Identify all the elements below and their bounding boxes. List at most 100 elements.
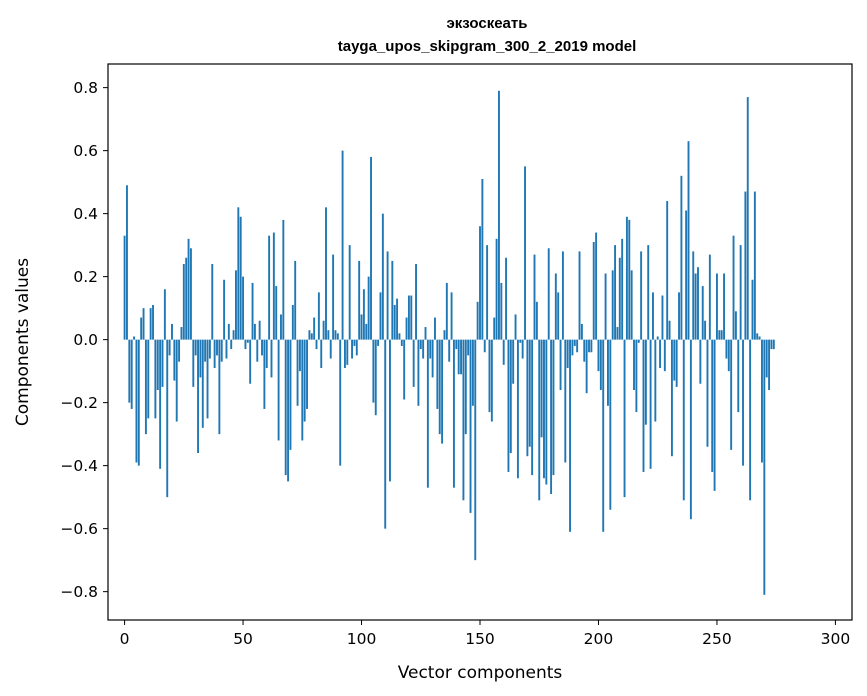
bar-24 — [180, 327, 183, 340]
bar-30 — [194, 339, 197, 356]
bar-64 — [275, 286, 278, 340]
bar-238 — [687, 141, 690, 340]
bar-109 — [381, 213, 384, 340]
bar-112 — [389, 339, 391, 482]
bar-18 — [166, 339, 169, 498]
bar-116 — [398, 333, 401, 340]
bar-261 — [742, 339, 744, 466]
bar-143 — [462, 339, 465, 501]
bar-242 — [697, 267, 699, 340]
bar-25 — [182, 264, 185, 340]
bar-61 — [268, 235, 271, 340]
bar-227 — [661, 295, 664, 340]
bar-179 — [547, 248, 550, 340]
bar-110 — [384, 339, 387, 529]
bar-101 — [362, 289, 365, 340]
bar-220 — [644, 339, 647, 425]
bar-200 — [597, 339, 600, 372]
bar-68 — [284, 339, 287, 476]
bar-190 — [573, 339, 576, 346]
bar-185 — [561, 251, 564, 340]
bar-121 — [410, 295, 413, 340]
bar-168 — [521, 339, 524, 359]
bar-266 — [753, 191, 756, 340]
y-tick-label: 0.6 — [73, 142, 98, 160]
bar-258 — [734, 311, 737, 340]
bar-15 — [159, 339, 162, 469]
bar-36 — [208, 339, 211, 359]
bar-130 — [431, 339, 434, 378]
bar-201 — [599, 339, 602, 391]
bar-237 — [685, 210, 688, 340]
x-tick-label: 100 — [347, 630, 377, 648]
bar-187 — [566, 339, 569, 368]
bar-139 — [452, 339, 455, 488]
bar-178 — [545, 339, 548, 485]
y-tick-label: 0.4 — [73, 205, 98, 223]
bar-76 — [303, 339, 306, 422]
bar-53 — [249, 339, 252, 384]
bar-212 — [625, 216, 628, 340]
bar-207 — [614, 245, 617, 340]
bar-51 — [244, 339, 247, 350]
bar-231 — [670, 339, 673, 457]
bar-104 — [370, 156, 372, 340]
bar-106 — [374, 339, 377, 416]
bar-147 — [471, 339, 474, 406]
bar-81 — [315, 339, 318, 350]
bar-22 — [175, 339, 178, 422]
bar-221 — [647, 245, 650, 340]
y-tick-label: 0.8 — [73, 79, 98, 97]
bar-74 — [298, 339, 301, 372]
bar-157 — [495, 238, 498, 340]
bar-204 — [607, 339, 609, 406]
bar-9 — [144, 339, 147, 435]
bar-145 — [467, 339, 470, 356]
bar-149 — [476, 301, 479, 340]
bar-111 — [386, 251, 389, 340]
bar-176 — [540, 339, 543, 438]
bar-240 — [692, 251, 695, 340]
x-tick-label: 200 — [584, 630, 614, 648]
bar-222 — [649, 339, 652, 469]
bar-180 — [550, 339, 553, 494]
bar-108 — [379, 292, 382, 340]
bar-13 — [154, 339, 157, 419]
bar-203 — [604, 273, 607, 340]
bar-40 — [218, 339, 221, 435]
bar-156 — [493, 317, 496, 340]
bar-99 — [358, 260, 361, 340]
bar-85 — [325, 207, 327, 340]
bar-65 — [277, 339, 280, 441]
bar-224 — [654, 339, 657, 422]
bar-205 — [609, 339, 612, 510]
bar-262 — [744, 191, 747, 340]
bar-209 — [618, 257, 621, 340]
bar-42 — [223, 279, 226, 340]
bar-270 — [763, 339, 766, 595]
chart-title: экзоскеать — [447, 15, 528, 32]
bar-89 — [334, 330, 337, 340]
bar-56 — [256, 339, 259, 362]
bar-148 — [474, 339, 477, 561]
bar-273 — [770, 339, 773, 350]
bar-211 — [623, 339, 626, 498]
bar-214 — [630, 270, 633, 340]
bar-117 — [400, 339, 403, 346]
plot-frame — [107, 63, 853, 621]
bar-67 — [282, 219, 285, 340]
bar-193 — [580, 323, 583, 340]
bar-79 — [310, 333, 313, 340]
bar-251 — [718, 330, 721, 340]
bar-233 — [675, 339, 678, 387]
bar-134 — [441, 339, 444, 444]
bar-155 — [490, 339, 493, 422]
bar-244 — [701, 286, 704, 340]
bar-136 — [445, 282, 448, 340]
bar-160 — [502, 339, 505, 365]
bar-183 — [557, 292, 560, 340]
bar-105 — [372, 339, 375, 403]
bar-188 — [569, 339, 571, 532]
bar-28 — [189, 248, 192, 340]
